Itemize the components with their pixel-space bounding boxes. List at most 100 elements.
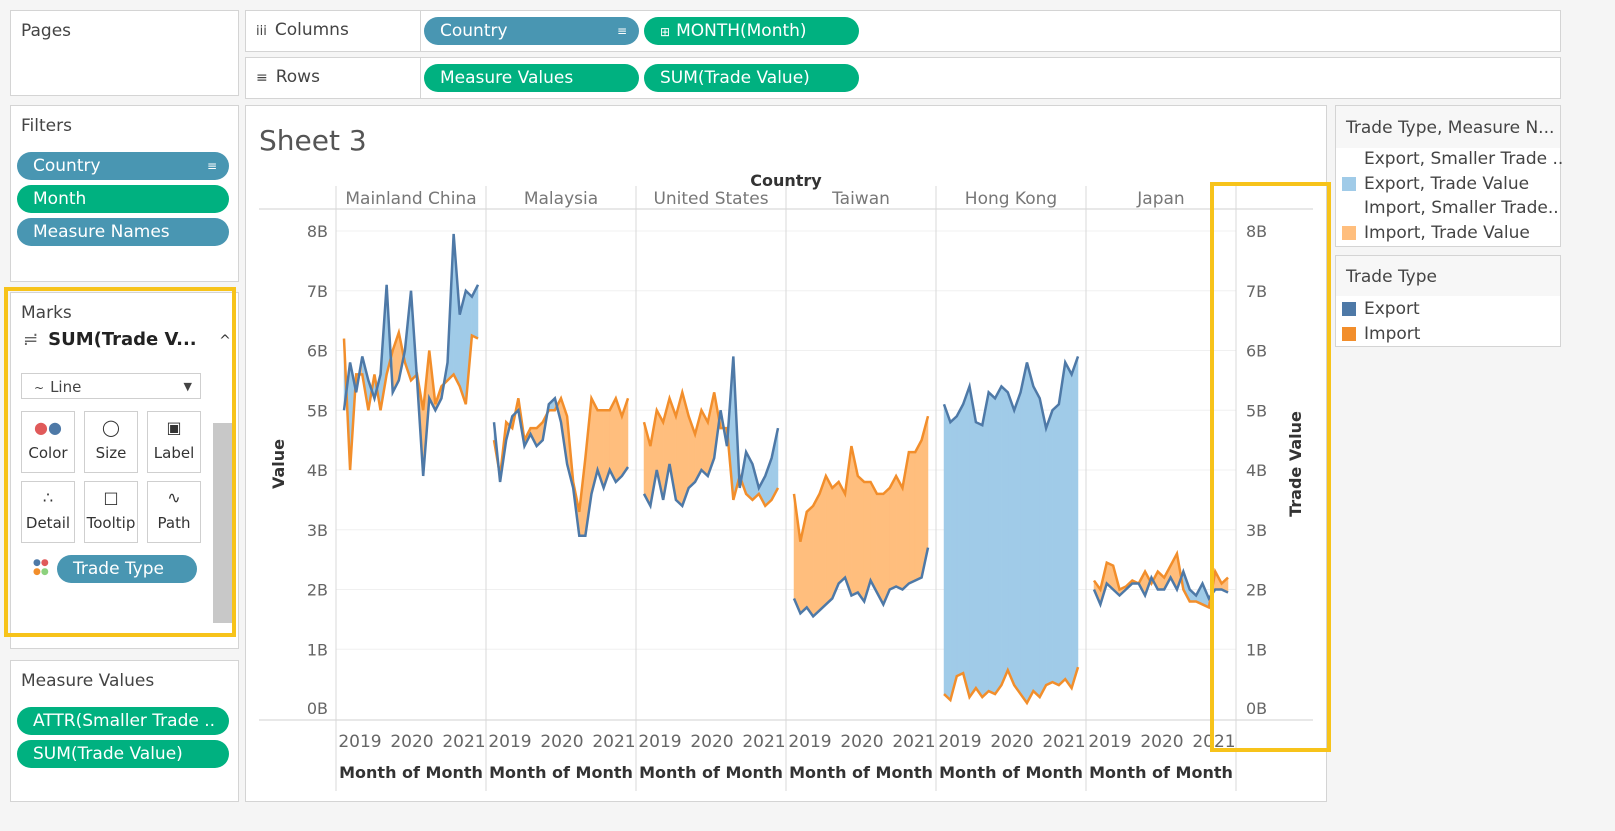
label-button[interactable]: ▣ Label bbox=[147, 411, 201, 473]
y-axis-title-right: Trade Value bbox=[1286, 411, 1305, 517]
marks-current-measure[interactable]: ≓ SUM(Trade V... bbox=[23, 329, 197, 350]
area-segment bbox=[914, 440, 922, 581]
mark-type-dropdown[interactable]: ~ Line ▼ bbox=[21, 373, 201, 399]
legend-trade-measure[interactable]: Trade Type, Measure N... Export, Smaller… bbox=[1335, 105, 1563, 247]
rows-pill-trade-value[interactable]: SUM(Trade Value) bbox=[644, 64, 859, 92]
x-tick: 2020 bbox=[990, 732, 1033, 752]
rows-shelf[interactable]: ≡ Rows Measure Values SUM(Trade Value) bbox=[245, 57, 1561, 99]
tooltip-button[interactable]: □ Tooltip bbox=[84, 481, 138, 543]
x-tick: 2021 bbox=[1192, 732, 1235, 752]
legend1-item[interactable]: Import, Smaller Trade.. bbox=[1342, 198, 1559, 218]
filter-pill-measure-names[interactable]: Measure Names bbox=[17, 218, 229, 246]
line-mark-icon: ≓ bbox=[23, 329, 39, 350]
sort-icon[interactable]: ≡ bbox=[616, 24, 627, 38]
area-segment bbox=[883, 487, 890, 605]
x-tick: 2020 bbox=[540, 732, 583, 752]
area-segment bbox=[994, 386, 1002, 695]
area-segment bbox=[876, 493, 884, 605]
legend1-item[interactable]: Import, Trade Value bbox=[1342, 223, 1530, 243]
legend2-item[interactable]: Import bbox=[1342, 324, 1420, 344]
trade-chart[interactable]: Country 8B 8B 7B 7B 6B 6B 5B 5B 4B 4B 3B 3B 2B 2B 1B 1B 0… bbox=[246, 106, 1326, 801]
x-tick: 2020 bbox=[840, 732, 883, 752]
color-button[interactable]: ●● Color bbox=[21, 411, 75, 473]
y-axis-title-left: Value bbox=[269, 439, 288, 489]
rows-pill-measure-values[interactable]: Measure Values bbox=[424, 64, 639, 92]
filter-pill-country[interactable]: Country ≡ bbox=[17, 152, 229, 180]
detail-button[interactable]: ∴ Detail bbox=[21, 481, 75, 543]
measure-pill-smaller-trade[interactable]: ATTR(Smaller Trade .. bbox=[17, 707, 229, 735]
legend-swatch bbox=[1342, 176, 1356, 191]
sheet-title: Sheet 3 bbox=[259, 124, 367, 157]
expand-icon[interactable]: ⊞ bbox=[660, 25, 671, 39]
pages-title: Pages bbox=[21, 21, 72, 41]
area-segment bbox=[1013, 392, 1021, 695]
area-segment bbox=[969, 386, 977, 698]
legend-swatch bbox=[1342, 201, 1356, 215]
area-segment bbox=[956, 404, 964, 677]
measure-values-shelf[interactable]: Measure Values ATTR(Smaller Trade .. SUM… bbox=[10, 660, 239, 802]
filter-pill-month[interactable]: Month bbox=[17, 185, 229, 213]
y-tick-left: 8B bbox=[307, 222, 328, 241]
pages-shelf[interactable]: Pages bbox=[10, 10, 239, 96]
x-axis-title: Month of Month bbox=[639, 763, 783, 782]
rows-label: ≡ Rows bbox=[256, 67, 320, 87]
y-tick-left: 6B bbox=[307, 342, 328, 361]
area-segment bbox=[982, 392, 989, 698]
import-line-2 bbox=[642, 387, 780, 508]
y-tick-right: 5B bbox=[1246, 401, 1267, 420]
area-segment bbox=[943, 404, 951, 701]
marks-scrollbar[interactable] bbox=[213, 423, 235, 623]
label-icon: ▣ bbox=[166, 418, 182, 437]
y-tick-left: 4B bbox=[307, 461, 328, 480]
legend-trade-type[interactable]: Trade Type Export Import bbox=[1335, 255, 1561, 347]
x-tick: 2021 bbox=[892, 732, 935, 752]
legend1-item[interactable]: Export, Trade Value bbox=[1342, 174, 1529, 194]
columns-shelf[interactable]: iii Columns Country ≡ ⊞ MONTH(Month) bbox=[245, 10, 1561, 52]
path-button[interactable]: ∿ Path bbox=[147, 481, 201, 543]
y-tick-left: 5B bbox=[307, 401, 328, 420]
area-segment bbox=[1007, 392, 1015, 686]
view-area[interactable]: Sheet 3 Country 8B 8B 7B 7B 6B 6B 5B 5B 4B 4B 3B 3B 2… bbox=[245, 105, 1327, 802]
area-segment bbox=[857, 475, 865, 603]
columns-pill-month[interactable]: ⊞ MONTH(Month) bbox=[644, 17, 859, 45]
color-icon: ●● bbox=[34, 418, 62, 437]
legend1-item[interactable]: Export, Smaller Trade .. bbox=[1342, 149, 1563, 169]
legend-swatch bbox=[1342, 327, 1356, 341]
area-segment bbox=[1058, 362, 1066, 686]
marks-pill-trade-type[interactable]: Trade Type bbox=[57, 555, 197, 583]
y-tick-left: 0B bbox=[307, 699, 328, 718]
filters-shelf[interactable]: Filters Country ≡ Month Measure Names bbox=[10, 105, 239, 282]
legend-label: Export, Smaller Trade .. bbox=[1364, 149, 1564, 169]
area-segment bbox=[1026, 362, 1034, 704]
pane-header-5: Japan bbox=[1136, 189, 1184, 209]
pane-header-4: Hong Kong bbox=[965, 189, 1057, 209]
x-tick: 2019 bbox=[638, 732, 681, 752]
x-tick: 2021 bbox=[442, 732, 485, 752]
y-tick-left: 2B bbox=[307, 581, 328, 600]
legend2-item[interactable]: Export bbox=[1342, 299, 1420, 319]
tooltip-icon: □ bbox=[103, 488, 119, 507]
export-line-0 bbox=[342, 233, 480, 477]
legend-swatch bbox=[1342, 225, 1356, 240]
legend-swatch bbox=[1342, 302, 1356, 316]
chevron-down-icon: ▼ bbox=[183, 380, 192, 393]
measure-pill-trade-value[interactable]: SUM(Trade Value) bbox=[17, 740, 229, 768]
x-tick: 2021 bbox=[1042, 732, 1085, 752]
legend1-title: Trade Type, Measure N... bbox=[1346, 118, 1555, 138]
legend-label: Import, Smaller Trade.. bbox=[1364, 198, 1559, 218]
x-tick: 2020 bbox=[390, 732, 433, 752]
area-segment bbox=[870, 481, 878, 593]
y-tick-right: 8B bbox=[1246, 222, 1267, 241]
columns-pill-country[interactable]: Country ≡ bbox=[424, 17, 639, 45]
pane-header-1: Malaysia bbox=[524, 189, 598, 209]
size-icon: ◯ bbox=[102, 418, 120, 437]
y-tick-left: 1B bbox=[307, 640, 328, 659]
size-button[interactable]: ◯ Size bbox=[84, 411, 138, 473]
y-tick-right: 0B bbox=[1246, 699, 1267, 718]
color-field-icon: ●● ●● bbox=[33, 558, 49, 577]
marks-card[interactable]: Marks ≓ SUM(Trade V... ^ ~ Line ▼ ●● Color ◯… bbox=[10, 292, 239, 649]
y-tick-right: 3B bbox=[1246, 521, 1267, 540]
sort-icon[interactable]: ≡ bbox=[206, 159, 217, 173]
marks-scroll-up[interactable]: ^ bbox=[219, 333, 231, 349]
area-segment bbox=[1039, 398, 1047, 698]
